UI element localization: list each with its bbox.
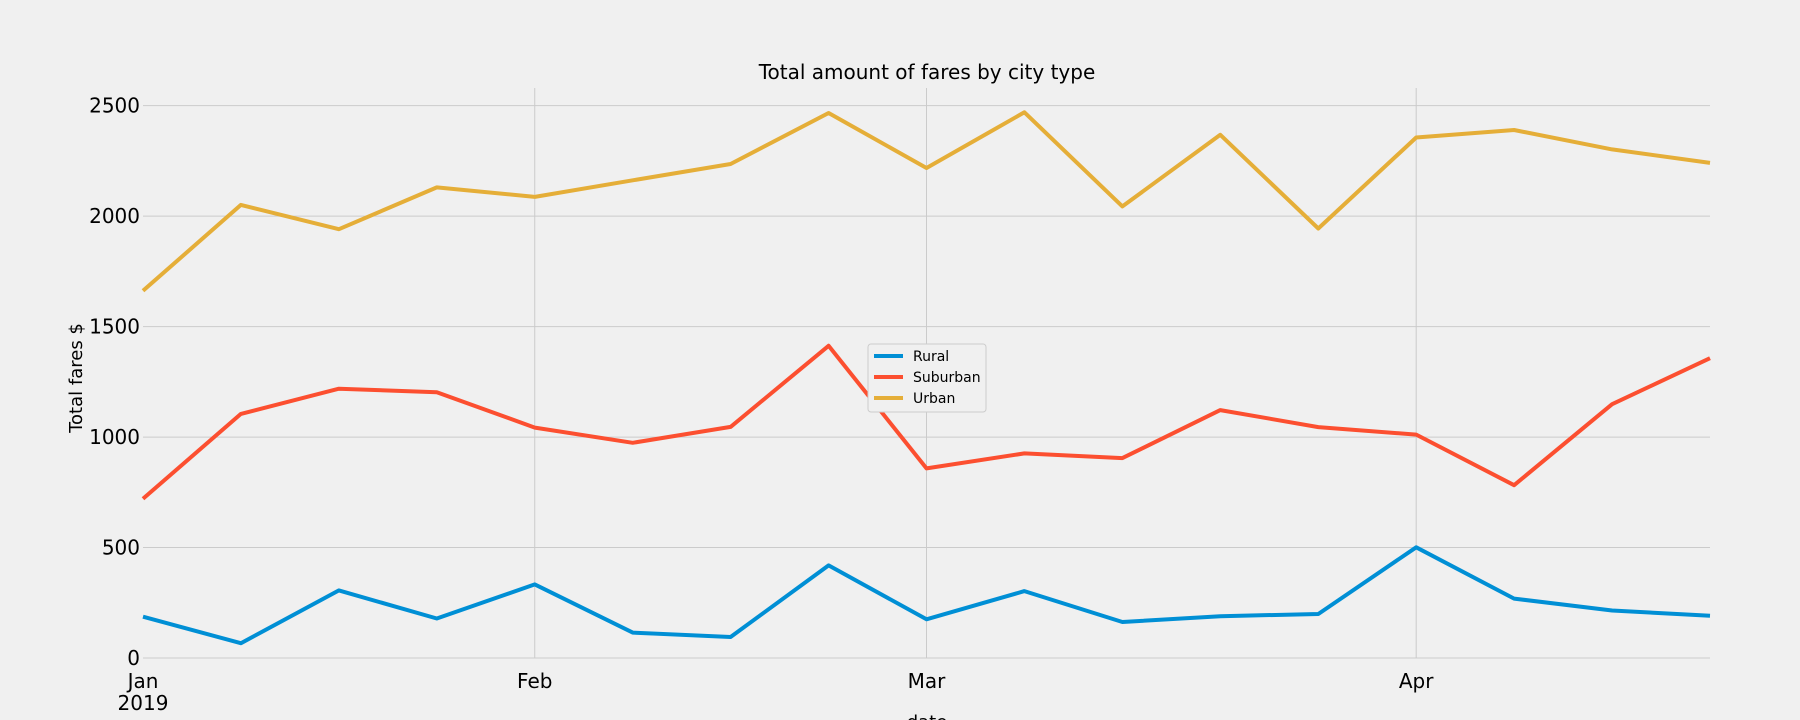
series-line-suburban	[141, 343, 1711, 501]
chart-title: Total amount of fares by city type	[758, 60, 1096, 84]
x-axis-label: date	[907, 712, 948, 720]
y-tick-label: 2500	[89, 94, 140, 118]
legend: Rural Suburban Urban	[867, 343, 987, 413]
x-tick-sublabel: 2019	[118, 691, 169, 715]
y-axis-ticks: 0 500 1000 1500 2000 2500	[89, 94, 140, 670]
legend-label-suburban: Suburban	[913, 370, 981, 386]
y-tick-label: 500	[102, 536, 140, 560]
legend-label-rural: Rural	[913, 349, 949, 365]
y-tick-label: 2000	[89, 204, 140, 228]
legend-label-urban: Urban	[913, 391, 955, 407]
x-tick-label: Jan	[126, 669, 159, 693]
x-tick-label: Apr	[1399, 669, 1434, 693]
y-tick-label: 1500	[89, 315, 140, 339]
grid	[143, 88, 1710, 659]
y-tick-label: 0	[127, 646, 140, 670]
x-tick-label: Mar	[908, 669, 947, 693]
series-lines	[141, 110, 1711, 646]
series-line-urban	[141, 110, 1711, 293]
legend-frame	[867, 343, 987, 413]
x-tick-label: Feb	[517, 669, 552, 693]
y-tick-label: 1000	[89, 425, 140, 449]
series-line-rural	[142, 545, 1711, 646]
y-axis-label: Total fares $	[66, 323, 87, 434]
